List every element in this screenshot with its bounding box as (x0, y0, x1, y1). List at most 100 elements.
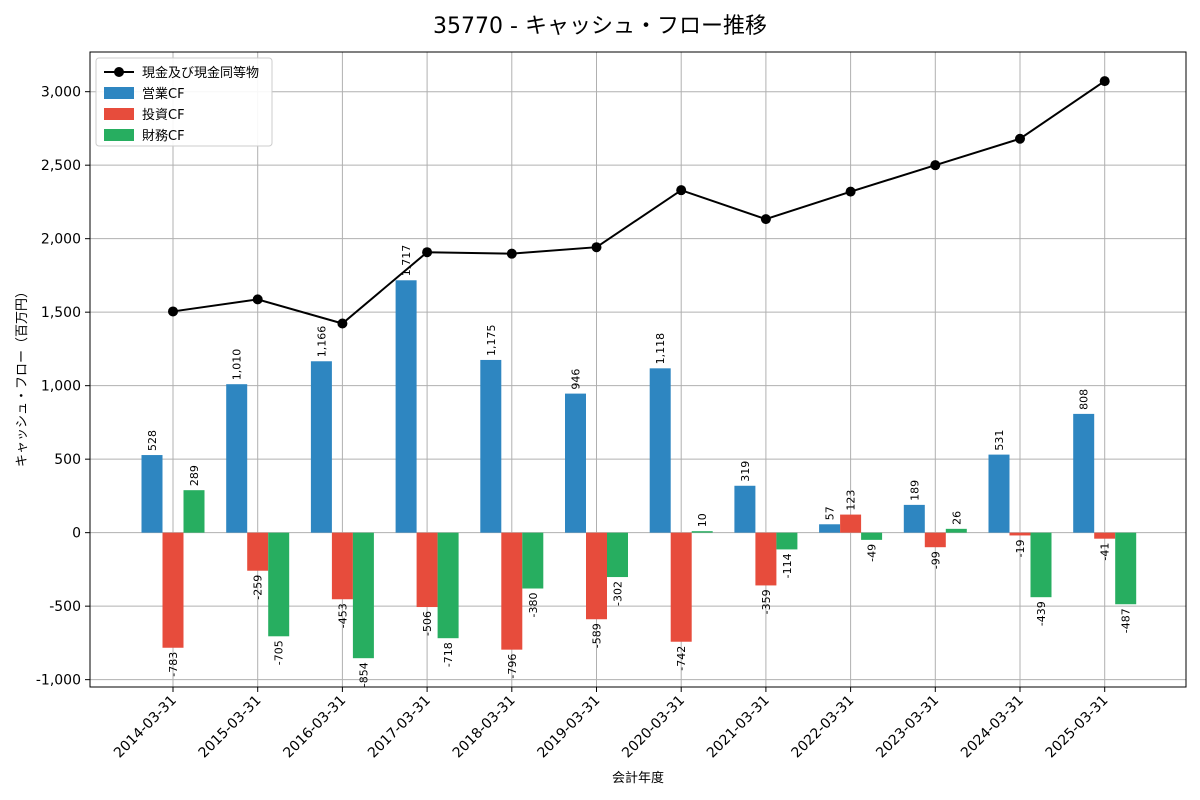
cash-line-point (760, 214, 771, 225)
bar (776, 532, 798, 550)
bar (1009, 532, 1031, 536)
x-axis-label: 会計年度 (612, 770, 664, 786)
cash-line-point (252, 294, 263, 305)
x-tick-label: 2023-03-31 (873, 693, 942, 762)
bar (310, 361, 332, 533)
legend-label: 財務CF (142, 129, 185, 144)
bar (988, 454, 1010, 533)
bar-value-label: -589 (591, 623, 604, 648)
bar (670, 532, 692, 642)
bar (522, 532, 544, 589)
cash-line (168, 76, 1110, 329)
bar (183, 490, 205, 533)
bar-value-label: -783 (167, 652, 180, 677)
legend-swatch (104, 87, 134, 99)
bar-value-label: 1,010 (231, 349, 244, 381)
bar-value-label: 528 (146, 430, 159, 451)
bar-value-label: -49 (866, 544, 879, 562)
bar-value-label: -99 (929, 551, 942, 569)
bar-value-label: 319 (739, 461, 752, 482)
bar-value-label: -114 (781, 553, 794, 578)
x-tick-label: 2017-03-31 (365, 693, 434, 762)
bar (437, 532, 459, 639)
bar (1094, 532, 1116, 539)
bar (1073, 413, 1095, 533)
legend-line-marker (114, 67, 124, 77)
bar (861, 532, 883, 540)
bar (819, 524, 841, 533)
bar-value-label: 531 (993, 430, 1006, 451)
bar (352, 532, 374, 659)
bar-labels: 528 1,010 1,166 1,717 1,175 946 1,118 319 57 189 5… (146, 245, 1133, 687)
bars (141, 280, 1137, 659)
bar (141, 455, 163, 533)
bar-value-label: 189 (908, 480, 921, 501)
x-tick-label: 2018-03-31 (450, 693, 519, 762)
x-tick-label: 2014-03-31 (111, 693, 180, 762)
x-tick-label: 2024-03-31 (958, 693, 1027, 762)
x-tick-label: 2019-03-31 (534, 693, 603, 762)
bar-value-label: -439 (1035, 601, 1048, 626)
bar-value-label: -41 (1099, 543, 1112, 561)
y-tick-label: -1,000 (36, 673, 81, 689)
bar-value-label: 26 (950, 511, 963, 525)
bar-value-label: -259 (252, 575, 265, 600)
cash-line-point (168, 306, 178, 317)
y-tick-label: 0 (72, 526, 81, 542)
bar (945, 528, 967, 533)
cash-line-point (591, 242, 602, 253)
y-tick-label: 2,000 (41, 232, 81, 248)
bar (924, 532, 946, 548)
bar-value-label: -19 (1014, 539, 1027, 557)
bar (840, 514, 862, 533)
bar-value-label: 10 (696, 513, 709, 527)
y-tick-label: 500 (54, 452, 81, 468)
bar-value-label: 1,166 (315, 326, 328, 358)
cash-line-point (1099, 76, 1110, 87)
bar-value-label: 808 (1078, 389, 1091, 410)
bar-value-label: -380 (527, 593, 540, 618)
cash-line-point (930, 160, 941, 171)
bar-value-label: -359 (760, 589, 773, 614)
bar-value-label: 123 (845, 490, 858, 511)
x-tick-label: 2025-03-31 (1043, 693, 1112, 762)
bar-value-label: -302 (612, 581, 625, 606)
bar (1030, 532, 1052, 598)
bar-value-label: 57 (824, 506, 837, 520)
x-tick-label: 2020-03-31 (619, 693, 688, 762)
y-tick-label: 3,000 (41, 85, 81, 101)
bar (395, 280, 417, 533)
legend-box (95, 57, 273, 147)
bar-value-label: 1,175 (485, 324, 498, 356)
bar (691, 531, 713, 533)
x-tick-label: 2022-03-31 (789, 693, 858, 762)
legend-label: 現金及び現金同等物 (142, 65, 259, 81)
bar (480, 359, 502, 533)
bar (501, 532, 523, 650)
bar-value-label: -718 (442, 642, 455, 667)
legend-label: 投資CF (142, 107, 185, 123)
bar (268, 532, 290, 637)
bar-value-label: -487 (1120, 608, 1133, 633)
bar (755, 532, 777, 586)
bar-value-label: -742 (675, 646, 688, 671)
bar-value-label: -854 (357, 662, 370, 687)
cash-line-path (172, 80, 1106, 325)
legend-swatch (104, 108, 134, 120)
bar (607, 532, 628, 578)
y-tick-label: -500 (49, 599, 81, 615)
cash-line-point (845, 186, 856, 197)
cash-line-point (676, 185, 687, 196)
bar-value-label: -705 (273, 640, 286, 665)
bar (586, 532, 607, 620)
bar (247, 532, 269, 571)
bar-value-label: 946 (570, 369, 583, 390)
bar-value-label: 1,118 (654, 333, 667, 365)
x-tick-label: 2016-03-31 (280, 693, 349, 762)
bar (903, 504, 925, 533)
bar (565, 393, 586, 533)
plot-frame (89, 51, 1187, 688)
cash-line-point (422, 247, 433, 258)
